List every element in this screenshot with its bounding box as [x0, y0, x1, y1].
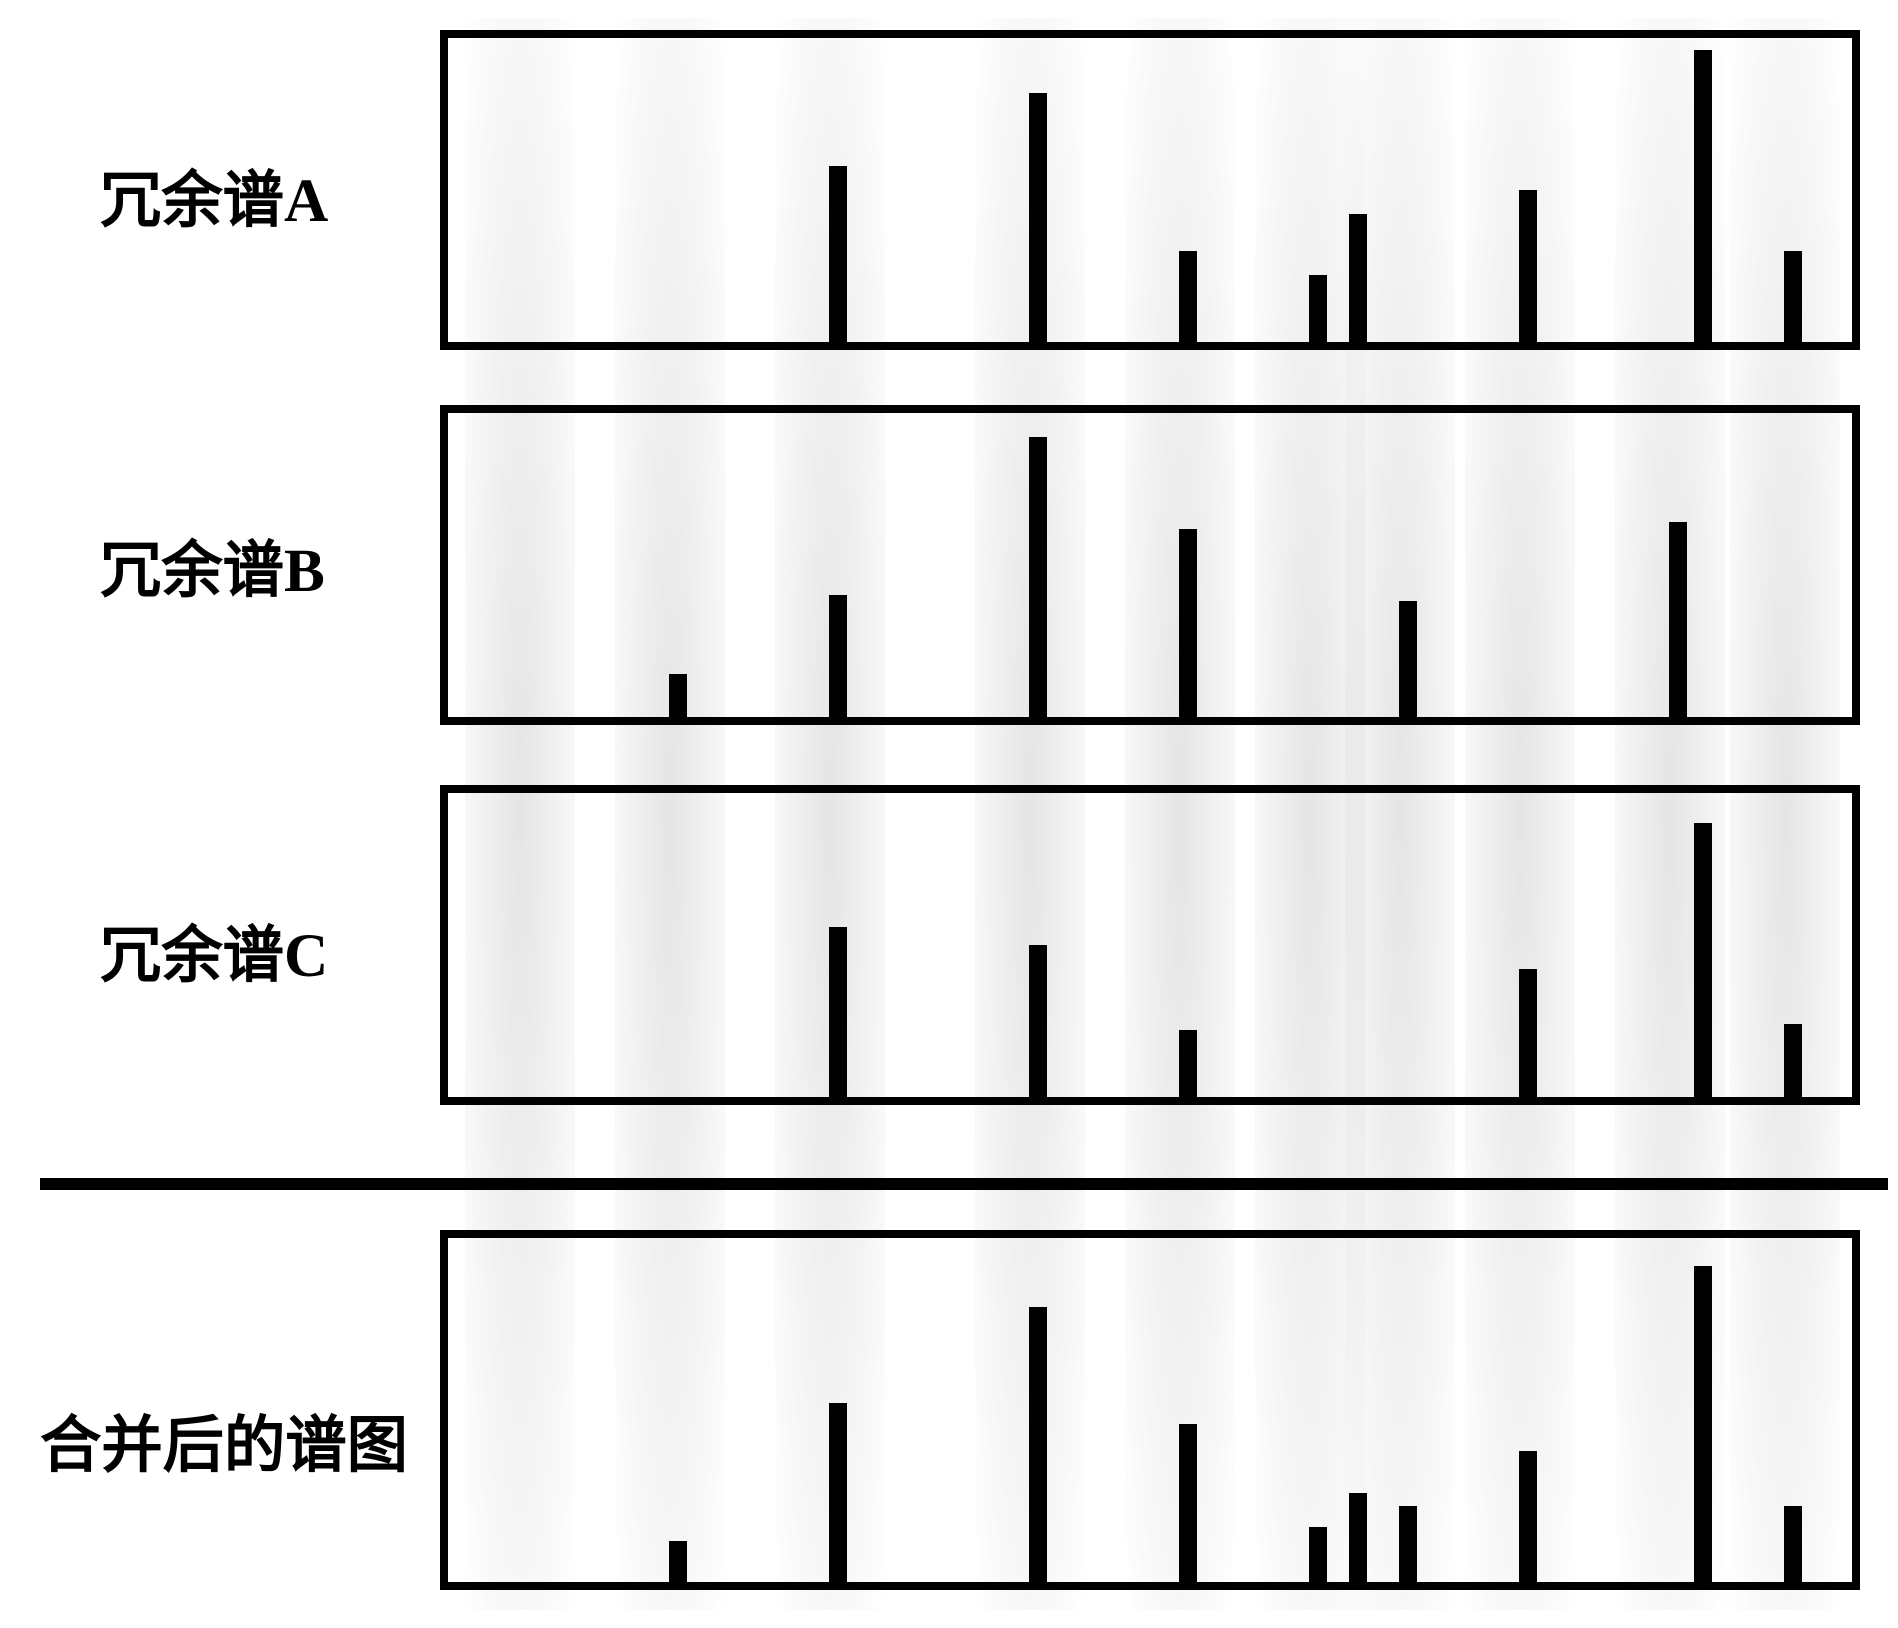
row-label-C: 冗余谱C [100, 905, 328, 994]
spectrum-box-C [440, 785, 1860, 1105]
peak [1784, 1024, 1802, 1097]
peak [1399, 1506, 1417, 1582]
row-label-A: 冗余谱A [100, 150, 328, 239]
peak [829, 166, 847, 342]
row-label-B: 冗余谱B [100, 520, 325, 609]
peak [829, 1403, 847, 1582]
peak [1694, 50, 1712, 342]
peak [1784, 251, 1802, 342]
peak [1309, 1527, 1327, 1582]
peak [1309, 275, 1327, 342]
peak [829, 927, 847, 1097]
peak [1669, 522, 1687, 717]
peak [1694, 823, 1712, 1097]
spectrum-box-A [440, 30, 1860, 350]
figure-container: 冗余谱A 冗余谱B 冗余谱C 合并后的谱图 [0, 0, 1898, 1628]
peak [1029, 945, 1047, 1097]
spectrum-box-merged [440, 1230, 1860, 1590]
peak [1519, 190, 1537, 342]
peak [1179, 1424, 1197, 1582]
peak [1694, 1266, 1712, 1582]
peak [1179, 251, 1197, 342]
peak [1519, 969, 1537, 1097]
section-divider [40, 1178, 1888, 1190]
peak [1519, 1451, 1537, 1582]
peak [669, 1541, 687, 1582]
peak [1349, 1493, 1367, 1582]
peak [1179, 529, 1197, 717]
peak [669, 674, 687, 717]
peak [829, 595, 847, 717]
row-label-merged: 合并后的谱图 [40, 1395, 408, 1484]
peak [1399, 601, 1417, 717]
peak [1349, 214, 1367, 342]
peak [1784, 1506, 1802, 1582]
peak [1029, 1307, 1047, 1582]
spectrum-box-B [440, 405, 1860, 725]
peak [1029, 93, 1047, 342]
peak [1179, 1030, 1197, 1097]
peak [1029, 437, 1047, 717]
